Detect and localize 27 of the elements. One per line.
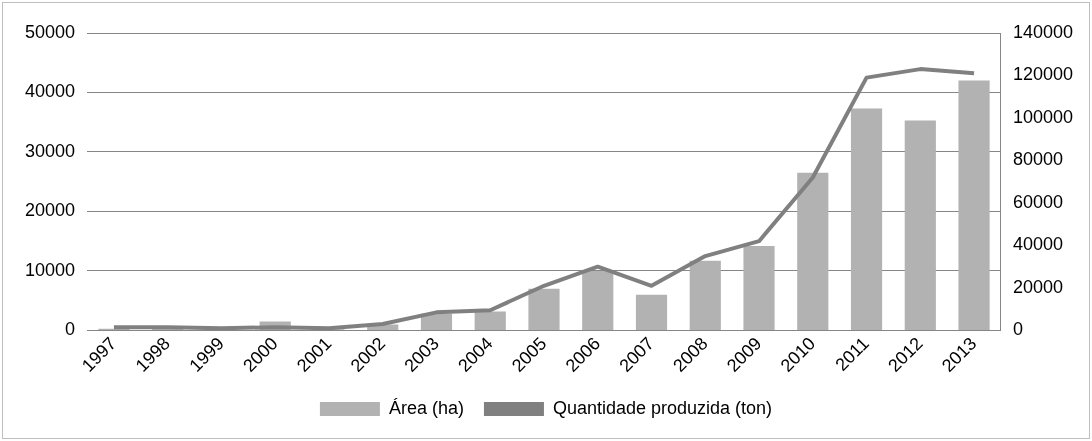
bar <box>904 120 936 330</box>
y-tick-label: 40000 <box>24 81 76 102</box>
bar <box>474 311 506 330</box>
bar <box>797 172 829 330</box>
y2-tick-label: 0 <box>1012 319 1023 340</box>
y2-tick-label: 140000 <box>1012 21 1074 42</box>
bar <box>743 245 775 330</box>
bar <box>958 80 990 330</box>
y2-tick-label: 40000 <box>1012 234 1063 255</box>
y2-tick-label: 120000 <box>1012 64 1074 85</box>
y2-tick-label: 80000 <box>1012 149 1063 170</box>
bar <box>582 270 614 330</box>
y-tick-label: 10000 <box>24 259 76 280</box>
y2-tick-label: 20000 <box>1012 276 1063 297</box>
y2-tick-label: 60000 <box>1012 191 1063 212</box>
bar <box>850 108 883 330</box>
y-tick-label: 50000 <box>24 21 76 42</box>
y-tick-label: 0 <box>65 319 76 340</box>
bar <box>420 313 453 330</box>
y2-tick-label: 100000 <box>1012 106 1074 127</box>
bar <box>689 260 721 330</box>
legend-label: Área (ha) <box>388 397 464 418</box>
y-tick-label: 30000 <box>24 140 76 161</box>
bar <box>635 294 668 330</box>
legend-label: Quantidade produzida (ton) <box>552 397 773 418</box>
y-tick-label: 20000 <box>24 200 76 221</box>
bar <box>528 288 560 330</box>
